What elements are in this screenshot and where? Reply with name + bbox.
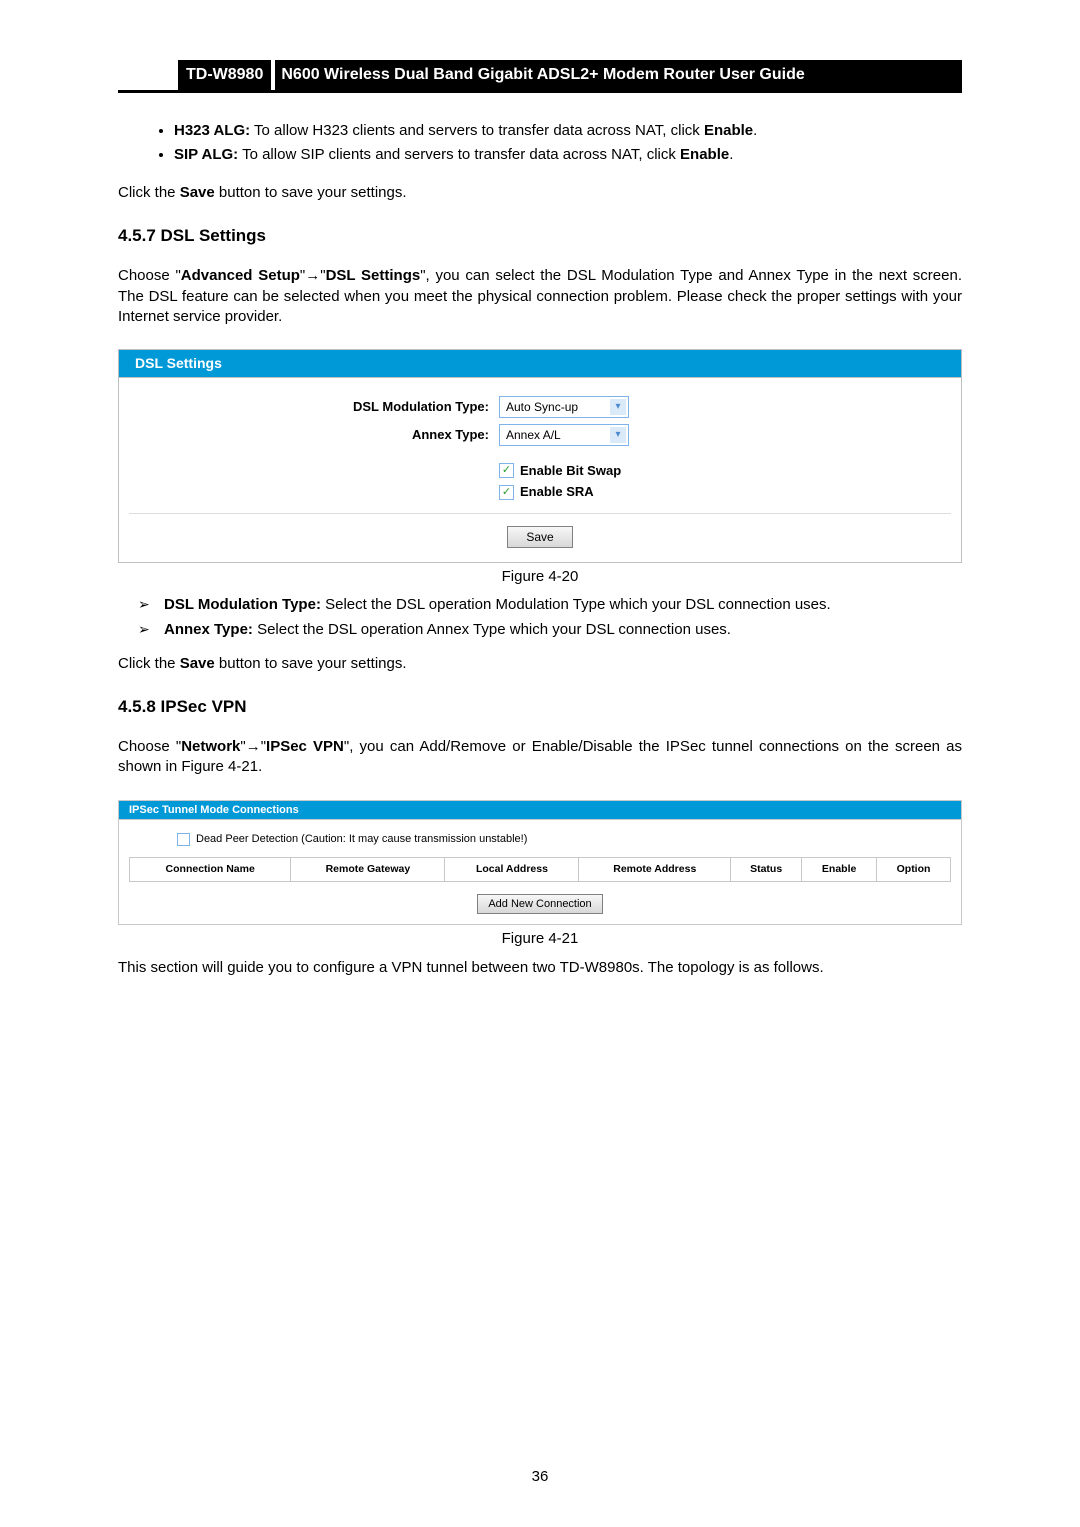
annex-type-label: Annex Type:: [129, 426, 499, 444]
dsl-settings-panel: DSL Settings DSL Modulation Type: Auto S…: [118, 349, 962, 563]
modulation-type-select[interactable]: Auto Sync-up ▾: [499, 396, 629, 418]
annex-type-select[interactable]: Annex A/L ▾: [499, 424, 629, 446]
closing-paragraph: This section will guide you to configure…: [118, 958, 962, 978]
bullet-h323: H323 ALG: To allow H323 clients and serv…: [174, 121, 962, 141]
col-status: Status: [731, 858, 802, 881]
col-connection-name: Connection Name: [130, 858, 291, 881]
desc-annex: Annex Type: Select the DSL operation Ann…: [138, 620, 962, 640]
ipsec-panel-title: IPSec Tunnel Mode Connections: [119, 801, 961, 821]
save-note-1: Click the Save button to save your setti…: [118, 183, 962, 203]
figure-4-20-caption: Figure 4-20: [118, 567, 962, 587]
col-remote-gateway: Remote Gateway: [291, 858, 445, 881]
ipsec-intro: Choose "Network"→"IPSec VPN", you can Ad…: [118, 737, 962, 778]
dsl-panel-title: DSL Settings: [119, 350, 961, 378]
col-enable: Enable: [802, 858, 877, 881]
save-note-2: Click the Save button to save your setti…: [118, 654, 962, 674]
ipsec-connections-table: Connection Name Remote Gateway Local Add…: [129, 857, 951, 881]
col-option: Option: [877, 858, 951, 881]
model-label: TD-W8980: [178, 60, 271, 90]
page-number: 36: [0, 1467, 1080, 1487]
enable-bit-swap-checkbox[interactable]: ✓: [499, 463, 514, 478]
dpd-label: Dead Peer Detection (Caution: It may cau…: [196, 832, 527, 847]
dsl-intro: Choose "Advanced Setup"→"DSL Settings", …: [118, 266, 962, 327]
guide-title: N600 Wireless Dual Band Gigabit ADSL2+ M…: [275, 60, 962, 90]
dpd-checkbox[interactable]: [177, 833, 190, 846]
add-new-connection-button[interactable]: Add New Connection: [477, 894, 602, 915]
col-local-address: Local Address: [445, 858, 579, 881]
desc-modulation: DSL Modulation Type: Select the DSL oper…: [138, 595, 962, 615]
modulation-type-label: DSL Modulation Type:: [129, 398, 499, 416]
enable-sra-label: Enable SRA: [520, 483, 594, 501]
heading-dsl-settings: 4.5.7 DSL Settings: [118, 225, 962, 248]
alg-bullets: H323 ALG: To allow H323 clients and serv…: [118, 121, 962, 166]
enable-sra-checkbox[interactable]: ✓: [499, 485, 514, 500]
ipsec-panel: IPSec Tunnel Mode Connections Dead Peer …: [118, 800, 962, 926]
modulation-type-value: Auto Sync-up: [506, 399, 578, 415]
enable-bit-swap-label: Enable Bit Swap: [520, 462, 621, 480]
chevron-down-icon: ▾: [610, 399, 626, 415]
dsl-field-descriptions: DSL Modulation Type: Select the DSL oper…: [118, 595, 962, 640]
annex-type-value: Annex A/L: [506, 427, 561, 443]
figure-4-21-caption: Figure 4-21: [118, 929, 962, 949]
heading-ipsec-vpn: 4.5.8 IPSec VPN: [118, 696, 962, 719]
doc-header: TD-W8980 N600 Wireless Dual Band Gigabit…: [118, 60, 962, 93]
chevron-down-icon: ▾: [610, 427, 626, 443]
dsl-save-button[interactable]: Save: [507, 526, 572, 548]
bullet-sip: SIP ALG: To allow SIP clients and server…: [174, 145, 962, 165]
col-remote-address: Remote Address: [579, 858, 731, 881]
